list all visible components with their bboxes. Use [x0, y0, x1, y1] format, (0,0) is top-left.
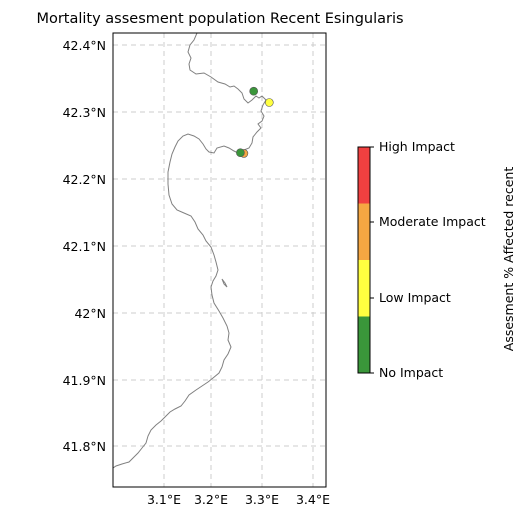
colorbar-tick-label: No Impact: [379, 365, 443, 380]
lon-label: 3.4°E: [296, 492, 330, 507]
colorbar-tick-label: Low Impact: [379, 290, 451, 305]
map-point[interactable]: [250, 87, 258, 95]
colorbar-segment-none: [358, 317, 370, 374]
lat-label: 42.1°N: [63, 239, 106, 254]
lon-label: 3.1°E: [147, 492, 181, 507]
colorbar-segment-low: [358, 260, 370, 317]
lat-label: 42°N: [74, 306, 106, 321]
colorbar: High Impact Moderate Impact Low Impact N…: [358, 139, 516, 380]
lon-label: 3.2°E: [194, 492, 228, 507]
lat-label: 42.2°N: [63, 172, 106, 187]
lat-label: 42.3°N: [63, 105, 106, 120]
colorbar-label: Assesment % Affected recent: [501, 167, 516, 352]
lat-label: 42.4°N: [63, 38, 106, 53]
lon-label: 3.3°E: [245, 492, 279, 507]
map-title: Mortality assesment population Recent Es…: [36, 11, 403, 27]
lat-label: 41.8°N: [63, 439, 106, 454]
colorbar-tick-label: Moderate Impact: [379, 214, 486, 229]
map-area: [113, 33, 326, 487]
map-point[interactable]: [265, 99, 273, 107]
colorbar-tick-label: High Impact: [379, 139, 455, 154]
colorbar-segment-high: [358, 147, 370, 204]
lat-label: 41.9°N: [63, 373, 106, 388]
lon-axis-labels: 3.1°E 3.2°E 3.3°E 3.4°E: [147, 492, 330, 507]
lat-axis-labels: 42.4°N 42.3°N 42.2°N 42.1°N 42°N 41.9°N …: [63, 38, 106, 454]
colorbar-segment-moderate: [358, 204, 370, 261]
map-background: [113, 33, 326, 487]
map-point[interactable]: [236, 149, 244, 157]
